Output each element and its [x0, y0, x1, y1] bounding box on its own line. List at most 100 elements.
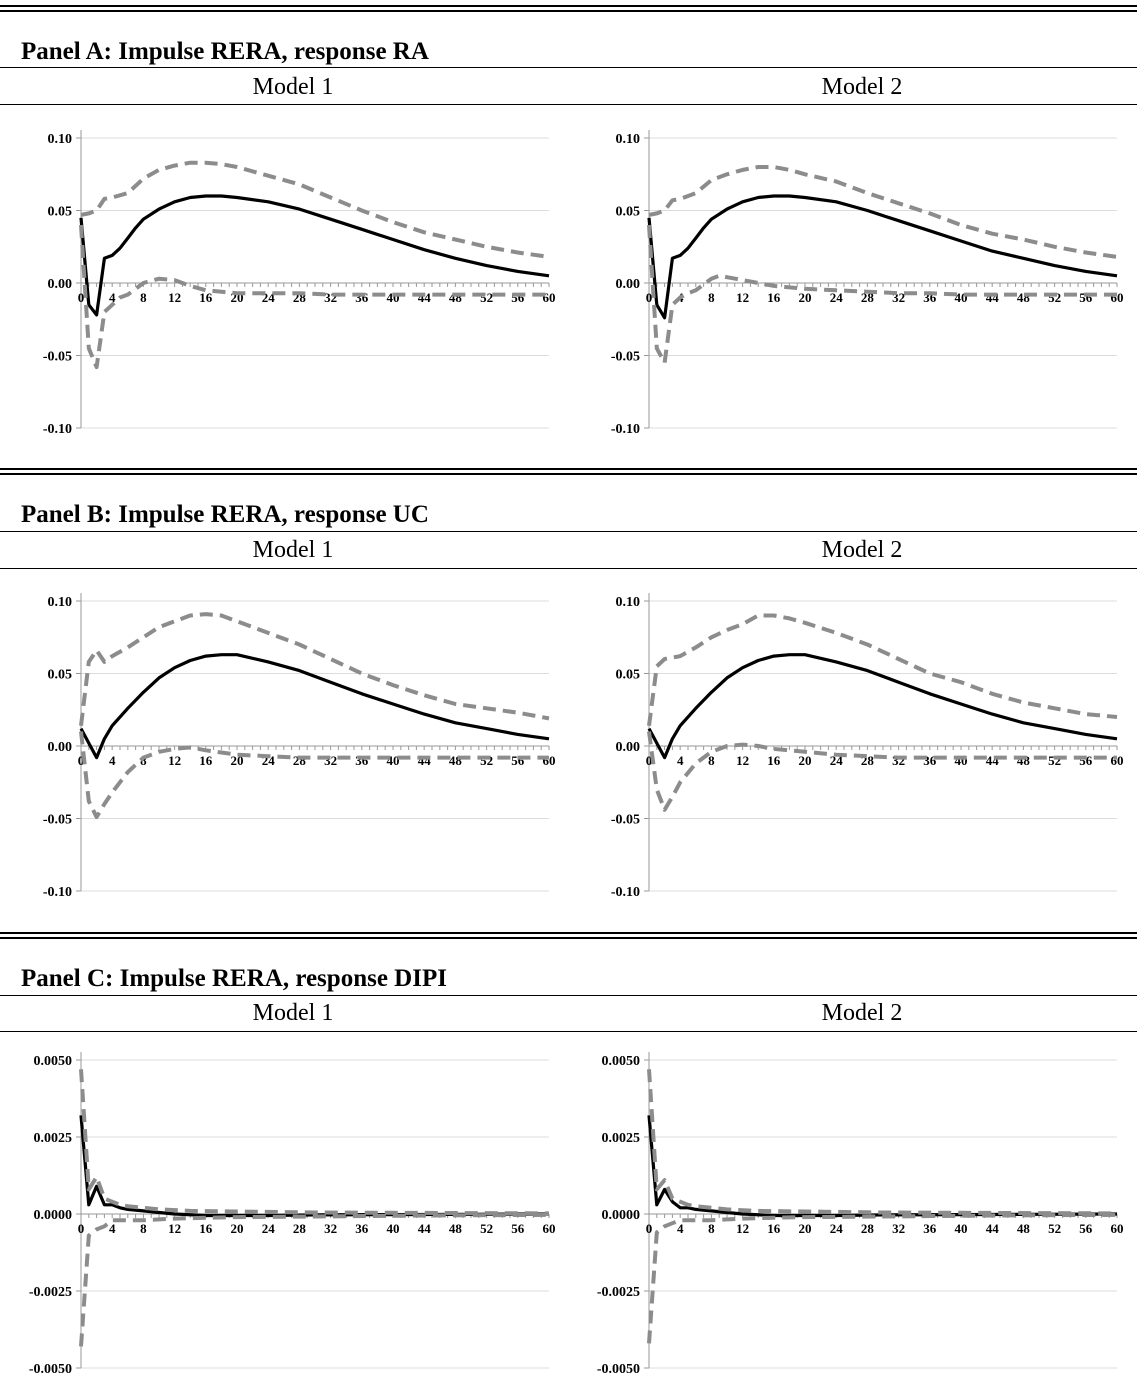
confidence-band-line	[80, 160, 550, 259]
y-tick-label: 0.00	[48, 277, 73, 292]
x-tick-label: 20	[231, 1221, 244, 1236]
x-tick-label: 36	[923, 753, 937, 768]
x-tick-label: 20	[799, 753, 812, 768]
panel-c-title: Panel C: Impulse RERA, response DIPI	[21, 965, 447, 992]
x-tick-label: 56	[511, 753, 525, 768]
x-tick-label: 52	[480, 1221, 493, 1236]
y-tick-label: 0.00	[616, 740, 641, 755]
x-tick-label: 44	[418, 290, 432, 305]
confidence-band-line	[79, 1212, 550, 1347]
x-tick-label: 48	[449, 1221, 463, 1236]
panel-b-model-2-label: Model 2	[821, 537, 903, 563]
y-tick-label: -0.05	[43, 813, 72, 828]
y-tick-label: 0.05	[48, 668, 73, 683]
panel-b-title-rule	[0, 531, 1137, 532]
x-tick-label: 40	[387, 290, 400, 305]
x-tick-label: 40	[955, 290, 968, 305]
x-tick-label: 32	[324, 753, 337, 768]
panel-b-model-1-label: Model 1	[252, 537, 334, 563]
y-tick-label: -0.0050	[597, 1362, 640, 1377]
y-tick-label: -0.10	[43, 422, 72, 437]
y-tick-label: 0.0050	[602, 1054, 641, 1069]
x-tick-label: 48	[1017, 753, 1031, 768]
impulse-response-line	[647, 653, 1118, 760]
confidence-band-line	[647, 1069, 1118, 1216]
y-tick-label: -0.0050	[29, 1362, 72, 1377]
y-tick-label: 0.0050	[34, 1054, 73, 1069]
y-tick-label: 0.00	[48, 740, 73, 755]
x-tick-label: 12	[736, 290, 749, 305]
x-tick-label: 8	[140, 753, 147, 768]
x-tick-label: 56	[1079, 290, 1093, 305]
x-tick-label: 48	[449, 290, 463, 305]
x-tick-label: 0	[78, 753, 85, 768]
y-tick-label: 0.10	[48, 595, 73, 610]
x-tick-label: 0	[646, 753, 653, 768]
panel-a-title-rule	[0, 67, 1137, 68]
x-tick-label: 8	[708, 290, 715, 305]
confidence-band-line	[648, 165, 1118, 259]
x-tick-label: 24	[262, 1221, 276, 1236]
x-tick-label: 12	[168, 753, 181, 768]
x-tick-label: 36	[355, 290, 369, 305]
panel-c-title-rule	[0, 995, 1137, 996]
x-tick-label: 60	[1111, 753, 1124, 768]
x-tick-label: 52	[1048, 1221, 1061, 1236]
x-tick-label: 0	[78, 290, 85, 305]
y-tick-label: 0.05	[616, 668, 641, 683]
x-tick-label: 52	[480, 290, 493, 305]
x-tick-label: 60	[1111, 290, 1124, 305]
y-tick-label: 0.00	[616, 277, 641, 292]
x-tick-label: 56	[511, 290, 525, 305]
x-tick-label: 0	[646, 1221, 653, 1236]
x-tick-label: 4	[109, 290, 116, 305]
x-tick-label: 48	[1017, 1221, 1031, 1236]
y-tick-label: 0.0025	[602, 1131, 641, 1146]
panel-a-model-1-chart: 0.100.050.00-0.05-0.100 4 8 12 16 20 24 28 32 36 4…	[43, 130, 556, 437]
x-tick-label: 36	[923, 1221, 937, 1236]
x-tick-label: 44	[986, 290, 1000, 305]
impulse-response-line	[647, 1115, 1118, 1218]
x-tick-label: 4	[109, 1221, 116, 1236]
y-tick-label: -0.05	[611, 813, 640, 828]
x-tick-label: 44	[418, 753, 432, 768]
y-tick-label: 0.10	[48, 132, 73, 147]
panel-a-header-rule	[0, 104, 1137, 105]
x-tick-label: 56	[511, 1221, 525, 1236]
confidence-band-line	[647, 1212, 1118, 1344]
x-tick-label: 40	[955, 1221, 968, 1236]
confidence-band-line	[647, 613, 1118, 726]
x-tick-label: 60	[543, 1221, 556, 1236]
panel-a-model-1-label: Model 1	[252, 74, 334, 100]
x-tick-label: 28	[293, 753, 307, 768]
x-tick-label: 8	[140, 1221, 147, 1236]
y-tick-label: 0.10	[616, 132, 641, 147]
x-tick-label: 4	[677, 753, 684, 768]
x-tick-label: 12	[736, 1221, 749, 1236]
x-tick-label: 20	[799, 1221, 812, 1236]
x-tick-label: 32	[892, 753, 905, 768]
panel-a-model-2-chart: 0.100.050.00-0.05-0.100 4 8 12 16 20 24 28 32 36 4…	[611, 130, 1124, 437]
x-tick-label: 24	[830, 290, 844, 305]
y-tick-label: 0.0000	[602, 1208, 641, 1223]
y-tick-label: 0.05	[616, 205, 641, 220]
x-tick-label: 48	[1017, 290, 1031, 305]
x-tick-label: 4	[109, 753, 116, 768]
x-tick-label: 4	[677, 1221, 684, 1236]
x-tick-label: 16	[199, 753, 213, 768]
x-tick-label: 12	[736, 753, 749, 768]
x-tick-label: 0	[646, 290, 653, 305]
panel-c-header-rule	[0, 1031, 1137, 1032]
confidence-band-line	[647, 731, 1117, 812]
y-tick-label: -0.0025	[597, 1285, 640, 1300]
impulse-response-line	[647, 194, 1118, 320]
x-tick-label: 56	[1079, 1221, 1093, 1236]
x-tick-label: 16	[767, 1221, 781, 1236]
x-tick-label: 24	[830, 1221, 844, 1236]
x-tick-label: 8	[708, 1221, 715, 1236]
y-tick-label: 0.05	[48, 205, 73, 220]
y-tick-label: -0.10	[611, 422, 640, 437]
confidence-band-line	[647, 224, 1117, 365]
